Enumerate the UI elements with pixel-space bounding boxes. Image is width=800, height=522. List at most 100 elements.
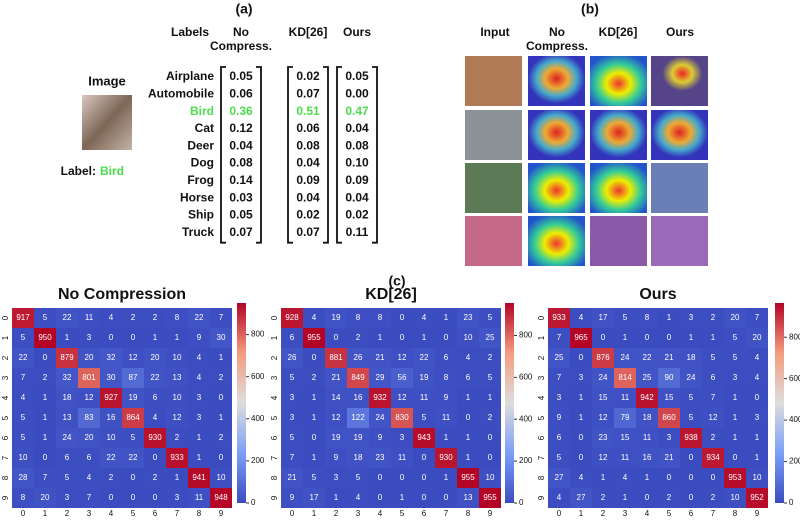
cell xyxy=(746,448,768,468)
cell xyxy=(435,368,457,388)
cell-value: 4 xyxy=(87,473,92,482)
cell xyxy=(570,428,592,448)
cell-value: 5 xyxy=(290,373,295,382)
cell-value: 6 xyxy=(87,453,92,462)
cell-value: 2 xyxy=(43,373,48,382)
cell-value: 0 xyxy=(400,333,405,342)
cell xyxy=(347,388,369,408)
cell xyxy=(188,388,210,408)
cell-value: 4 xyxy=(197,373,202,382)
cell-value: 1 xyxy=(444,433,449,442)
cell-value: 932 xyxy=(373,393,387,402)
cell xyxy=(369,468,391,488)
cam-image xyxy=(651,110,708,160)
class-label: Deer xyxy=(187,138,214,152)
cell xyxy=(303,488,325,508)
cell-value: 24 xyxy=(599,373,608,382)
cell xyxy=(56,448,78,468)
cell xyxy=(479,408,501,428)
cell xyxy=(166,328,188,348)
cell xyxy=(144,368,166,388)
cell xyxy=(210,348,232,368)
probability: 0.11 xyxy=(346,225,369,239)
row-tick-label: 6 xyxy=(270,435,279,440)
cell-value: 1 xyxy=(689,333,694,342)
cell xyxy=(457,348,479,368)
class-label: Dog xyxy=(191,156,214,170)
cell-value: 930 xyxy=(439,453,453,462)
col-tick-label: 8 xyxy=(197,509,202,517)
cell xyxy=(592,428,614,448)
cell-value: 1 xyxy=(153,333,158,342)
cell xyxy=(680,428,702,448)
cell xyxy=(100,488,122,508)
cell-value: 0 xyxy=(667,333,672,342)
cell-value: 943 xyxy=(417,433,431,442)
cell xyxy=(592,408,614,428)
cell-value: 0 xyxy=(378,493,383,502)
cell-value: 1 xyxy=(601,473,606,482)
cell xyxy=(144,388,166,408)
cell xyxy=(658,488,680,508)
cell xyxy=(746,348,768,368)
column-header: Ours xyxy=(343,25,371,39)
class-label: Horse xyxy=(180,190,214,204)
cell xyxy=(570,448,592,468)
cell xyxy=(166,468,188,488)
cell xyxy=(347,308,369,328)
panel-label: (c) xyxy=(388,273,405,289)
cell-value: 0 xyxy=(400,313,405,322)
cell xyxy=(570,368,592,388)
colorbar-tick-label: 200 xyxy=(251,456,265,465)
cell-value: 30 xyxy=(107,373,116,382)
probability: 0.00 xyxy=(345,86,369,100)
cell-value: 2 xyxy=(153,313,158,322)
cell xyxy=(413,408,435,428)
cell-value: 1 xyxy=(378,333,383,342)
cell-value: 5 xyxy=(488,373,493,382)
colorbar-tick-label: 400 xyxy=(789,415,800,424)
cell-value: 17 xyxy=(310,493,319,502)
cell xyxy=(413,328,435,348)
cell xyxy=(78,468,100,488)
cell-value: 5 xyxy=(711,353,716,362)
cell-value: 19 xyxy=(332,313,341,322)
col-tick-label: 7 xyxy=(444,509,449,517)
cell xyxy=(614,368,636,388)
row-tick-label: 2 xyxy=(1,355,10,360)
cell xyxy=(658,428,680,448)
cell xyxy=(457,448,479,468)
cell xyxy=(592,348,614,368)
col-tick-label: 4 xyxy=(378,509,383,517)
cell-value: 830 xyxy=(395,413,409,422)
cell-value: 12 xyxy=(398,393,407,402)
cell xyxy=(413,308,435,328)
cell-value: 3 xyxy=(334,473,339,482)
cell-value: 87 xyxy=(129,373,138,382)
colorbar-tick-label: 800 xyxy=(519,331,533,340)
cell xyxy=(188,428,210,448)
cell-value: 11 xyxy=(643,433,652,442)
cell-value: 2 xyxy=(488,353,493,362)
cell xyxy=(680,468,702,488)
col-tick-label: 2 xyxy=(65,509,70,517)
col-tick-label: 5 xyxy=(131,509,136,517)
cell xyxy=(724,488,746,508)
cam-image xyxy=(590,110,647,160)
cell xyxy=(570,388,592,408)
cell xyxy=(34,368,56,388)
row-tick-label: 0 xyxy=(270,315,279,320)
cell xyxy=(56,408,78,428)
cell-value: 18 xyxy=(687,353,696,362)
row-tick-label: 5 xyxy=(1,415,10,420)
cell-value: 0 xyxy=(131,333,136,342)
cell-value: 11 xyxy=(398,453,407,462)
cell-value: 0 xyxy=(43,353,48,362)
cell xyxy=(12,388,34,408)
cell-value: 4 xyxy=(579,473,584,482)
cell-value: 0 xyxy=(466,413,471,422)
cell xyxy=(702,408,724,428)
example-images xyxy=(82,56,708,266)
col-tick-label: 5 xyxy=(667,509,672,517)
cell-value: 1 xyxy=(623,333,628,342)
